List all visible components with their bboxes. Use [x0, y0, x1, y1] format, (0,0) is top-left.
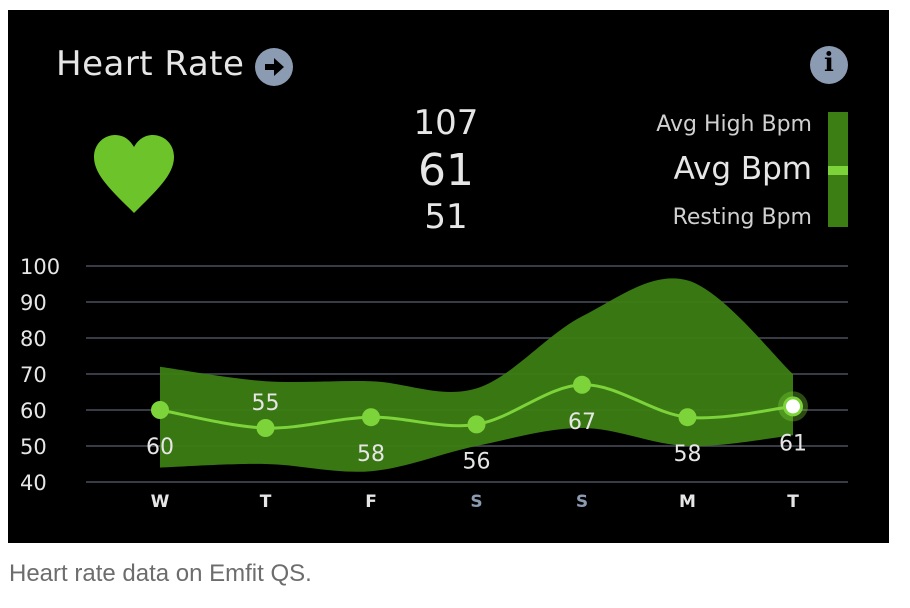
data-point: [362, 408, 380, 427]
data-label: 58: [357, 442, 385, 467]
y-tick-label: 50: [20, 435, 47, 459]
data-point-current: [786, 399, 800, 414]
y-tick-label: 80: [20, 327, 47, 351]
legend-avg-marker: [828, 166, 848, 175]
chart-panel: 100 90 80 70 60 50 40 60 55 58 56 67 58 61 W T F S S M T Hea…: [8, 10, 889, 543]
x-tick-label: F: [365, 492, 377, 512]
data-point: [678, 408, 697, 427]
avg-value: 61: [418, 145, 474, 196]
data-point: [256, 419, 275, 437]
data-label: 60: [146, 435, 174, 460]
heart-icon: [92, 133, 176, 221]
legend-resting-label: Resting Bpm: [672, 205, 812, 230]
x-tick-label: T: [787, 492, 799, 512]
x-tick-label: S: [470, 492, 482, 512]
caption: Heart rate data on Emfit QS.: [9, 560, 312, 587]
data-point: [573, 375, 591, 394]
info-icon[interactable]: i: [810, 46, 848, 84]
avg-high-value: 107: [413, 103, 479, 143]
legend-avg-label: Avg Bpm: [673, 151, 812, 187]
legend-avg-high-label: Avg High Bpm: [656, 112, 812, 137]
y-tick-label: 70: [20, 363, 47, 387]
chart: 100 90 80 70 60 50 40 60 55 58 56 67 58 61 W T F S S M T: [20, 255, 848, 512]
page-title: Heart Rate: [56, 44, 245, 84]
data-label: 67: [568, 410, 596, 435]
info-icon-glyph: i: [824, 48, 834, 78]
y-tick-label: 90: [20, 291, 47, 315]
data-point: [151, 401, 169, 419]
data-label: 58: [674, 442, 702, 467]
data-label: 61: [779, 431, 807, 456]
x-tick-label: S: [576, 492, 588, 512]
data-label: 55: [252, 391, 280, 416]
resting-value: 51: [424, 197, 468, 237]
y-tick-label: 60: [20, 399, 47, 423]
y-tick-label: 40: [20, 471, 47, 495]
data-point: [467, 415, 486, 434]
x-tick-label: M: [679, 492, 696, 512]
x-tick-label: T: [260, 492, 272, 512]
data-label: 56: [463, 449, 491, 474]
arrow-right-circle-icon[interactable]: [255, 48, 293, 86]
y-tick-label: 100: [20, 255, 60, 279]
x-tick-label: W: [151, 492, 170, 512]
